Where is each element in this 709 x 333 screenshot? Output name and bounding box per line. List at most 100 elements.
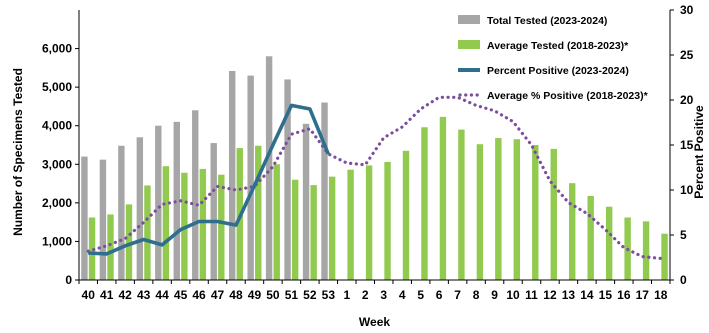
x-tick-label: 3 bbox=[380, 288, 387, 302]
bar-total-tested bbox=[155, 125, 162, 280]
x-tick-label: 46 bbox=[192, 288, 206, 302]
legend-label-total-tested: Total Tested (2023-2024) bbox=[487, 15, 607, 27]
bar-average-tested bbox=[439, 116, 447, 280]
x-tick-label: 8 bbox=[473, 288, 480, 302]
x-tick-label: 17 bbox=[636, 288, 650, 302]
x-tick-label: 44 bbox=[155, 288, 169, 302]
bar-average-tested bbox=[605, 206, 613, 280]
bar-average-tested bbox=[162, 166, 170, 280]
y-left-tick-label: 0 bbox=[65, 273, 72, 287]
legend: Total Tested (2023-2024) Average Tested (… bbox=[458, 15, 649, 102]
x-tick-label: 42 bbox=[118, 288, 132, 302]
x-tick-label: 16 bbox=[617, 288, 631, 302]
line-percent-positive bbox=[88, 103, 330, 256]
bar-average-tested bbox=[255, 145, 262, 280]
x-tick-label: 6 bbox=[436, 288, 443, 302]
bar-average-tested bbox=[587, 195, 594, 280]
y-right-tick-label: 25 bbox=[680, 48, 694, 62]
bar-total-tested bbox=[265, 56, 273, 281]
x-tick-label: 9 bbox=[491, 288, 498, 302]
bar-total-tested bbox=[247, 75, 254, 280]
x-tick-label: 12 bbox=[543, 288, 557, 302]
x-tick-label: 51 bbox=[285, 288, 299, 302]
y-left-tick-label: 5,000 bbox=[42, 80, 72, 94]
axes-layer: 01,0002,0003,0004,0005,0006,000051015202… bbox=[11, 3, 706, 329]
bars-layer bbox=[81, 56, 668, 281]
y-right-tick-label: 0 bbox=[680, 273, 687, 287]
bar-average-tested bbox=[458, 129, 465, 280]
x-axis-title: Week bbox=[359, 315, 390, 329]
bar-average-tested bbox=[532, 145, 539, 280]
x-tick-label: 13 bbox=[562, 288, 576, 302]
bar-average-tested bbox=[144, 185, 151, 280]
x-tick-label: 4 bbox=[399, 288, 406, 302]
bar-total-tested bbox=[99, 159, 107, 280]
y-left-tick-label: 4,000 bbox=[42, 119, 72, 133]
x-tick-label: 41 bbox=[100, 288, 114, 302]
y-right-tick-label: 5 bbox=[680, 228, 687, 242]
y-right-tick-label: 15 bbox=[680, 138, 694, 152]
bar-total-tested bbox=[192, 110, 199, 281]
bar-total-tested bbox=[81, 156, 88, 280]
bar-average-tested bbox=[365, 165, 373, 280]
x-tick-label: 52 bbox=[303, 288, 317, 302]
x-tick-label: 47 bbox=[211, 288, 225, 302]
bar-average-tested bbox=[199, 168, 207, 280]
bar-average-tested bbox=[495, 138, 502, 280]
y-left-tick-label: 2,000 bbox=[42, 196, 72, 210]
y-left-tick-label: 3,000 bbox=[42, 157, 72, 171]
legend-swatch-total-tested bbox=[458, 15, 480, 24]
lines-layer bbox=[86, 95, 663, 260]
y-right-tick-label: 30 bbox=[680, 3, 694, 17]
x-tick-label: 1 bbox=[343, 288, 350, 302]
bar-total-tested bbox=[321, 102, 328, 280]
legend-label-average-tested: Average Tested (2018-2023)* bbox=[487, 40, 629, 52]
x-tick-label: 40 bbox=[82, 288, 96, 302]
x-tick-label: 48 bbox=[229, 288, 243, 302]
bar-total-tested bbox=[118, 145, 125, 280]
x-tick-label: 18 bbox=[654, 288, 668, 302]
bar-average-tested bbox=[310, 185, 317, 280]
legend-label-percent-positive: Percent Positive (2023-2024) bbox=[487, 65, 629, 77]
bar-average-tested bbox=[642, 221, 650, 280]
bar-average-tested bbox=[569, 183, 576, 280]
y-left-tick-label: 1,000 bbox=[42, 234, 72, 248]
x-tick-label: 10 bbox=[506, 288, 520, 302]
x-tick-label: 11 bbox=[525, 288, 538, 302]
x-tick-label: 49 bbox=[248, 288, 262, 302]
bar-average-tested bbox=[384, 161, 391, 280]
bar-average-tested bbox=[402, 150, 410, 280]
x-tick-label: 14 bbox=[580, 288, 594, 302]
legend-swatch-average-tested bbox=[458, 40, 480, 49]
bar-average-tested bbox=[218, 174, 225, 280]
line-average-percent-positive bbox=[86, 95, 663, 260]
x-tick-label: 2 bbox=[362, 288, 369, 302]
bar-average-tested bbox=[347, 169, 354, 280]
bar-average-tested bbox=[513, 139, 521, 280]
bar-total-tested bbox=[136, 137, 144, 280]
x-tick-label: 53 bbox=[322, 288, 336, 302]
bar-total-tested bbox=[210, 143, 217, 280]
y-right-tick-label: 10 bbox=[680, 183, 694, 197]
bar-total-tested bbox=[302, 123, 310, 281]
bar-average-tested bbox=[125, 204, 133, 280]
legend-label-average-percent-positive: Average % Positive (2018-2023)* bbox=[487, 90, 649, 102]
x-tick-label: 7 bbox=[454, 288, 461, 302]
bar-average-tested bbox=[421, 127, 428, 280]
x-tick-label: 45 bbox=[174, 288, 188, 302]
bar-total-tested bbox=[173, 121, 180, 280]
bar-average-tested bbox=[476, 144, 484, 280]
bar-total-tested bbox=[284, 79, 291, 280]
y-right-tick-label: 20 bbox=[680, 93, 694, 107]
bar-average-tested bbox=[107, 214, 114, 280]
y-axis-right-title: Percent Positive bbox=[692, 105, 706, 199]
bar-average-tested bbox=[661, 233, 668, 280]
x-tick-label: 50 bbox=[266, 288, 280, 302]
bar-average-tested bbox=[88, 217, 96, 280]
x-tick-label: 5 bbox=[417, 288, 424, 302]
bar-average-tested bbox=[273, 164, 280, 280]
bar-average-tested bbox=[550, 148, 557, 280]
bar-average-tested bbox=[328, 176, 336, 280]
y-axis-left-title: Number of Specimens Tested bbox=[11, 68, 25, 236]
